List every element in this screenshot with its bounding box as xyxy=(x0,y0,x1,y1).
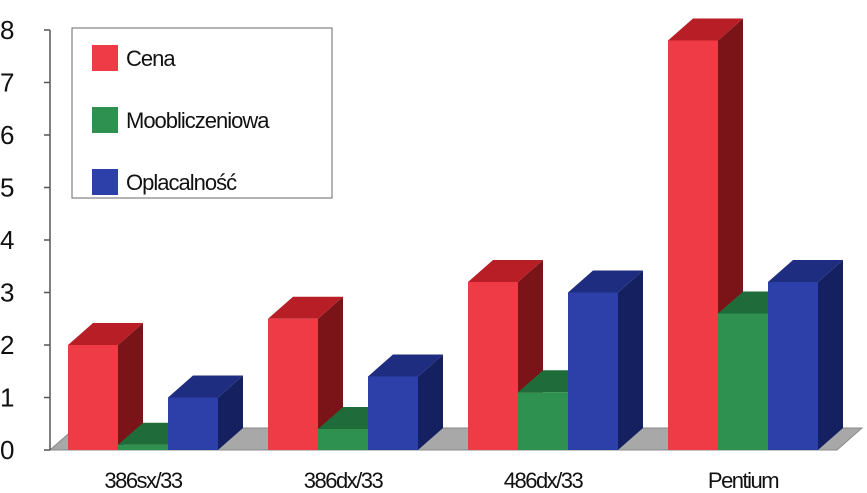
y-tick-label: 0 xyxy=(0,435,14,465)
y-tick-label: 1 xyxy=(0,383,14,413)
bar-front-face xyxy=(768,282,818,450)
y-tick-label: 8 xyxy=(0,15,14,45)
y-tick-label: 6 xyxy=(0,120,14,150)
bar-side-face xyxy=(618,270,643,450)
bar-side-face xyxy=(118,323,143,450)
bar-front-face xyxy=(668,40,718,450)
bar-front-face xyxy=(718,313,768,450)
bar-front-face xyxy=(68,345,118,450)
bar-front-face xyxy=(518,392,568,450)
y-tick-label: 2 xyxy=(0,330,14,360)
y-tick-label: 4 xyxy=(0,225,14,255)
bar xyxy=(568,270,643,450)
bar-top-face xyxy=(668,18,743,41)
bar xyxy=(268,296,343,450)
y-tick-label: 7 xyxy=(0,68,14,98)
bar xyxy=(368,354,443,450)
x-category-label: 486dx/33 xyxy=(504,468,584,493)
legend-label: Cena xyxy=(126,46,176,71)
legend: Cena Moobliczeniowa Oplacalność xyxy=(71,27,333,199)
x-axis-categories: 386sx/33 386dx/33 486dx/33 Pentium xyxy=(104,468,779,493)
bar-top-face xyxy=(68,323,143,345)
legend-swatch xyxy=(92,45,118,71)
y-tick-label: 5 xyxy=(0,173,14,203)
bar-front-face xyxy=(468,282,518,450)
bar-series xyxy=(68,18,843,450)
bar-top-face xyxy=(568,270,643,293)
bar-front-face xyxy=(168,397,218,450)
bar-side-face xyxy=(418,354,443,450)
bar-front-face xyxy=(268,318,318,450)
legend-label: Moobliczeniowa xyxy=(126,108,270,133)
bar xyxy=(168,375,243,450)
bar-side-face xyxy=(818,260,843,450)
bar-front-face xyxy=(318,429,368,450)
x-category-label: 386sx/33 xyxy=(104,468,183,493)
bar-top-face xyxy=(368,354,443,377)
bar xyxy=(768,260,843,450)
bar-top-face xyxy=(168,375,243,398)
bar-side-face xyxy=(218,375,243,450)
x-category-label: 386dx/33 xyxy=(304,468,384,493)
y-axis-ticks: 0 1 2 3 4 5 6 7 8 xyxy=(0,15,50,465)
x-category-label: Pentium xyxy=(708,468,778,493)
legend-label: Oplacalność xyxy=(126,170,237,195)
bar-side-face xyxy=(318,296,343,450)
bar-top-face xyxy=(468,260,543,282)
bar-front-face xyxy=(568,292,618,450)
legend-swatch xyxy=(92,169,118,195)
bar xyxy=(68,323,143,450)
bar-front-face xyxy=(118,444,168,450)
bar-top-face xyxy=(768,260,843,282)
legend-swatch xyxy=(92,107,118,133)
bar-top-face xyxy=(268,296,343,319)
bar-front-face xyxy=(368,376,418,450)
y-tick-label: 3 xyxy=(0,278,14,308)
